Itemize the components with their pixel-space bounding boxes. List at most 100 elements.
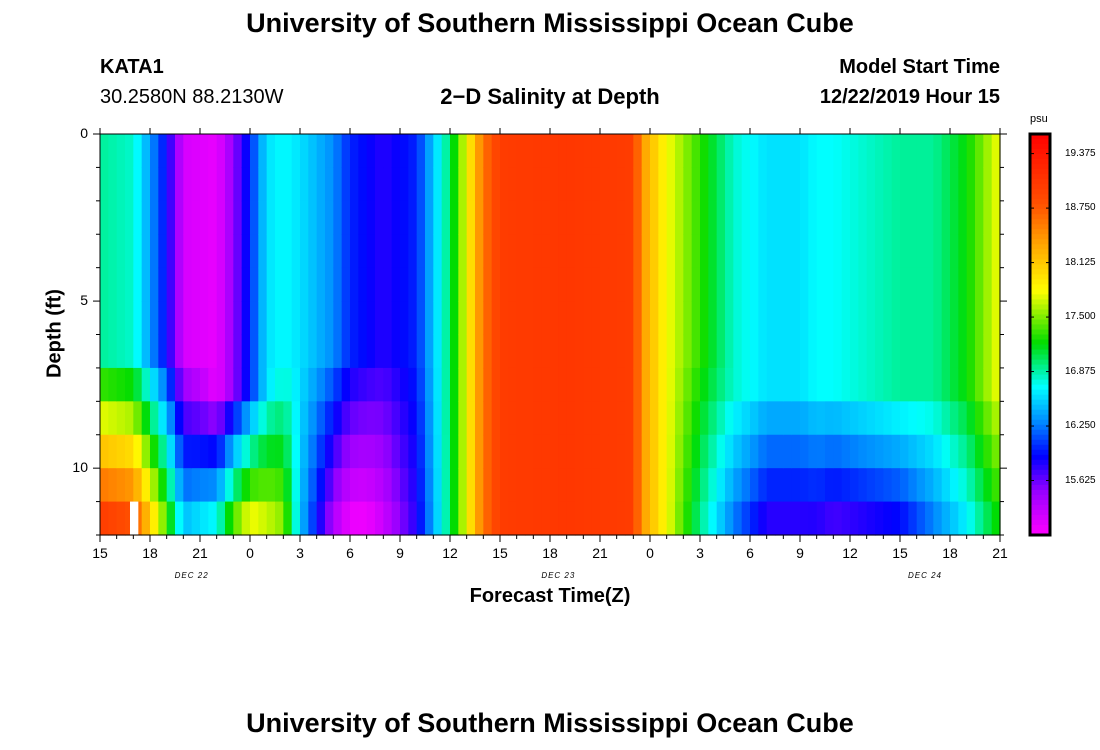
colorbar-tick-label: 15.625 [1065,474,1096,486]
heatmap-cell [750,200,759,235]
heatmap-cell [275,267,284,302]
heatmap-cell [741,434,751,469]
heatmap-cell [158,267,168,302]
heatmap-cell [850,167,859,202]
heatmap-cell [591,334,601,369]
heatmap-cell [533,200,543,235]
heatmap-cell [891,167,901,202]
heatmap-cell [266,234,276,269]
heatmap-cell [508,134,518,169]
heatmap-cell [741,267,751,302]
heatmap-cell [808,468,818,503]
heatmap-cell [875,167,884,202]
heatmap-cell [383,468,393,503]
heatmap-cell [983,334,993,369]
heatmap-cell [658,267,668,302]
heatmap-cell [183,167,193,202]
heatmap-cell [466,267,476,302]
heatmap-cell [858,468,868,503]
heatmap-cell [533,167,543,202]
heatmap-cell [100,501,109,536]
heatmap-cell [325,167,334,202]
heatmap-cell [241,134,251,169]
heatmap-cell [883,301,893,336]
colorbar-segment [1030,219,1050,225]
colorbar-segment [1030,269,1050,275]
heatmap-cell [341,301,351,336]
heatmap-cell [108,134,118,169]
heatmap-cell [466,234,476,269]
heatmap-cell [133,167,143,202]
heatmap-cell [800,267,809,302]
heatmap-cell [250,401,259,436]
heatmap-cell [891,301,901,336]
heatmap-cell [483,301,493,336]
heatmap-cell [333,134,343,169]
heatmap-cell [191,401,201,436]
heatmap-cell [766,401,776,436]
heatmap-cell [258,167,268,202]
heatmap-cell [141,267,151,302]
heatmap-cell [516,167,526,202]
heatmap-cell [558,367,568,402]
heatmap-cell [900,167,909,202]
heatmap-cell [266,200,276,235]
heatmap-cell [833,367,843,402]
heatmap-cell [900,401,909,436]
heatmap-cell [650,301,659,336]
heatmap-cell [850,267,859,302]
heatmap-cell [883,434,893,469]
heatmap-cell [466,367,476,402]
heatmap-cell [608,468,618,503]
heatmap-cell [675,367,684,402]
heatmap-cell [841,234,851,269]
heatmap-cell [116,367,126,402]
heatmap-cell [308,301,318,336]
heatmap-cell [875,334,884,369]
heatmap-cell [575,434,584,469]
heatmap-cell [183,334,193,369]
colorbar-segment [1030,409,1050,416]
heatmap-cell [575,367,584,402]
heatmap-cell [408,267,418,302]
heatmap-cell [158,134,168,169]
heatmap-cell [950,301,959,336]
heatmap-cell [641,134,651,169]
heatmap-cell [908,267,918,302]
heatmap-cell [383,267,393,302]
heatmap-cell [750,234,759,269]
heatmap-cell [800,134,809,169]
heatmap-cell [233,501,243,536]
heatmap-cell [500,468,509,503]
heatmap-cell [725,367,734,402]
colorbar-segment [1030,194,1050,200]
heatmap-cell [225,501,234,536]
heatmap-cell [975,200,984,235]
heatmap-cell [291,134,301,169]
heatmap-cell [450,468,459,503]
heatmap-cell [841,301,851,336]
heatmap-cell [141,334,151,369]
heatmap-cell [558,434,568,469]
x-tick-label: 21 [992,545,1008,561]
heatmap-cell [975,301,984,336]
heatmap-cell [858,267,868,302]
heatmap-cell [208,234,218,269]
heatmap-cell [658,134,668,169]
heatmap-cell [958,334,968,369]
heatmap-cell [475,468,484,503]
heatmap-cell [191,468,201,503]
heatmap-cell [825,301,834,336]
colorbar-segment [1030,209,1050,215]
heatmap-cell [358,434,368,469]
heatmap-cell [400,267,409,302]
colorbar-segment [1030,294,1050,301]
heatmap-cell [483,334,493,369]
colorbar-segment [1030,444,1050,451]
heatmap-cell [775,501,784,536]
heatmap-cell [291,468,301,503]
heatmap-cell [883,134,893,169]
heatmap-cell [308,167,318,202]
heatmap-cell [475,234,484,269]
heatmap-cell [966,468,976,503]
